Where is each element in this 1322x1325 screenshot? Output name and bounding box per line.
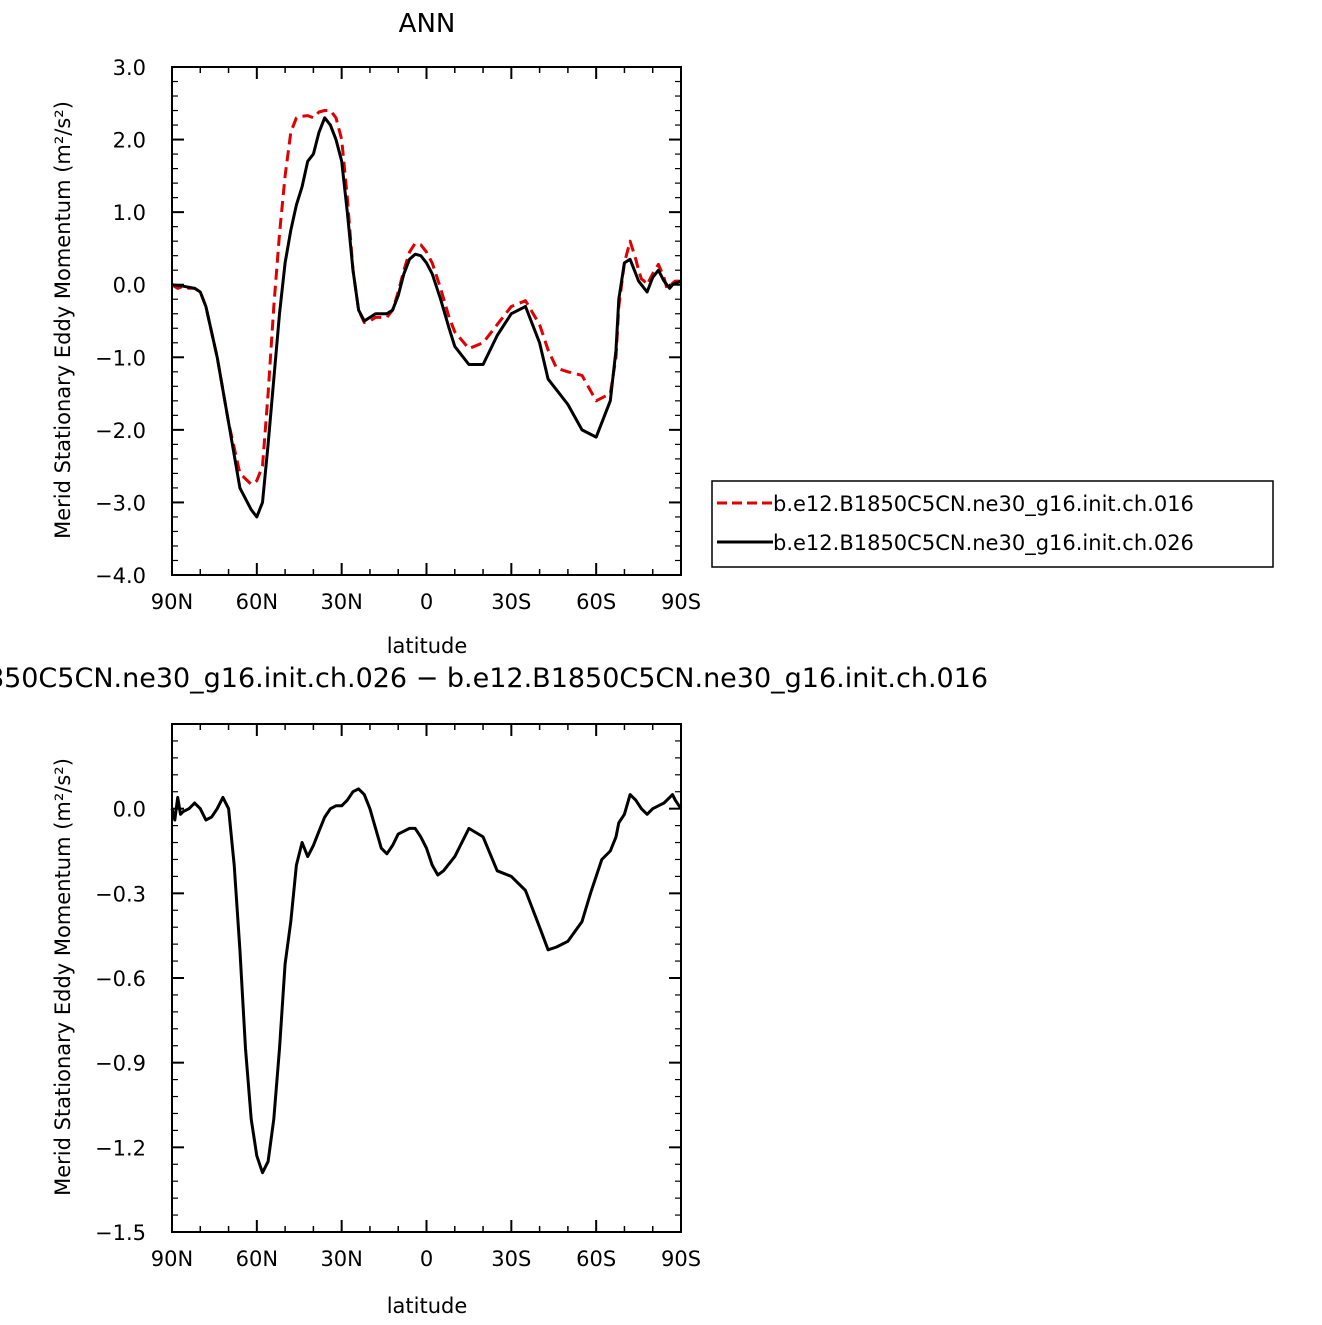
ytick-label: −3.0 <box>95 491 146 515</box>
legend-label-026: b.e12.B1850C5CN.ne30_g16.init.ch.026 <box>773 531 1194 556</box>
bottom-chart-lines <box>170 787 683 1175</box>
bottom-chart: b.e12.B1850C5CN.ne30_g16.init.ch.026 − b… <box>0 663 988 1318</box>
legend-label-016: b.e12.B1850C5CN.ne30_g16.init.ch.016 <box>773 492 1194 517</box>
bottom-chart-xlabel: latitude <box>387 1294 468 1318</box>
ytick-label: −0.9 <box>95 1052 146 1076</box>
bottom-chart-ylabel: Merid Stationary Eddy Momentum (m²/s²) <box>51 758 75 1196</box>
series-line-0 <box>171 109 681 486</box>
bottom-chart-frame <box>171 723 682 1233</box>
xtick-label: 30N <box>320 590 362 614</box>
ytick-label: −4.0 <box>95 564 146 588</box>
xtick-label: 0 <box>420 1247 433 1271</box>
xtick-label: 90N <box>151 1247 193 1271</box>
bottom-chart-title: b.e12.B1850C5CN.ne30_g16.init.ch.026 − b… <box>0 663 988 694</box>
ytick-label: 2.0 <box>113 129 146 153</box>
xtick-label: 60N <box>236 590 278 614</box>
xtick-label: 60N <box>236 1247 278 1271</box>
legend: b.e12.B1850C5CN.ne30_g16.init.ch.016 b.e… <box>711 480 1274 568</box>
ytick-label: −0.3 <box>95 882 146 906</box>
series-line-1 <box>171 116 682 519</box>
ytick-label: −1.5 <box>95 1221 146 1245</box>
top-chart-ylabel: Merid Stationary Eddy Momentum (m²/s²) <box>51 101 75 539</box>
top-chart-ticks: 90N 60N 30N 0 30S 60S 90S −4.0 −3.0 −2.0 −1.0 0.0 1.… <box>95 56 701 614</box>
top-chart-xlabel: latitude <box>387 634 468 658</box>
ytick-label: 0.0 <box>113 274 146 298</box>
xtick-label: 60S <box>576 590 616 614</box>
top-chart-frame <box>171 66 682 576</box>
ytick-label: 1.0 <box>113 201 146 225</box>
ytick-label: 3.0 <box>113 56 146 80</box>
ytick-label: −2.0 <box>95 419 146 443</box>
ytick-label: −1.0 <box>95 346 146 370</box>
xtick-label: 90N <box>151 590 193 614</box>
ytick-label: −0.6 <box>95 967 146 991</box>
xtick-label: 90S <box>661 590 701 614</box>
xtick-label: 30S <box>491 1247 531 1271</box>
series-line-0 <box>170 787 683 1175</box>
bottom-chart-ticks: 90N 60N 30N 0 30S 60S 90S −1.5 −1.2 −0.9 −0.6 −0.3 0… <box>95 723 701 1271</box>
xtick-label: 30N <box>320 1247 362 1271</box>
xtick-label: 0 <box>420 590 433 614</box>
top-chart-title: ANN <box>399 9 456 39</box>
ytick-label: 0.0 <box>113 798 146 822</box>
top-chart: ANN Merid Stationary Eddy Momentum (m²/s… <box>51 9 701 658</box>
xtick-label: 90S <box>661 1247 701 1271</box>
legend-box <box>711 480 1274 568</box>
top-chart-lines <box>171 109 682 519</box>
ytick-label: −1.2 <box>95 1136 146 1160</box>
xtick-label: 30S <box>491 590 531 614</box>
xtick-label: 60S <box>576 1247 616 1271</box>
